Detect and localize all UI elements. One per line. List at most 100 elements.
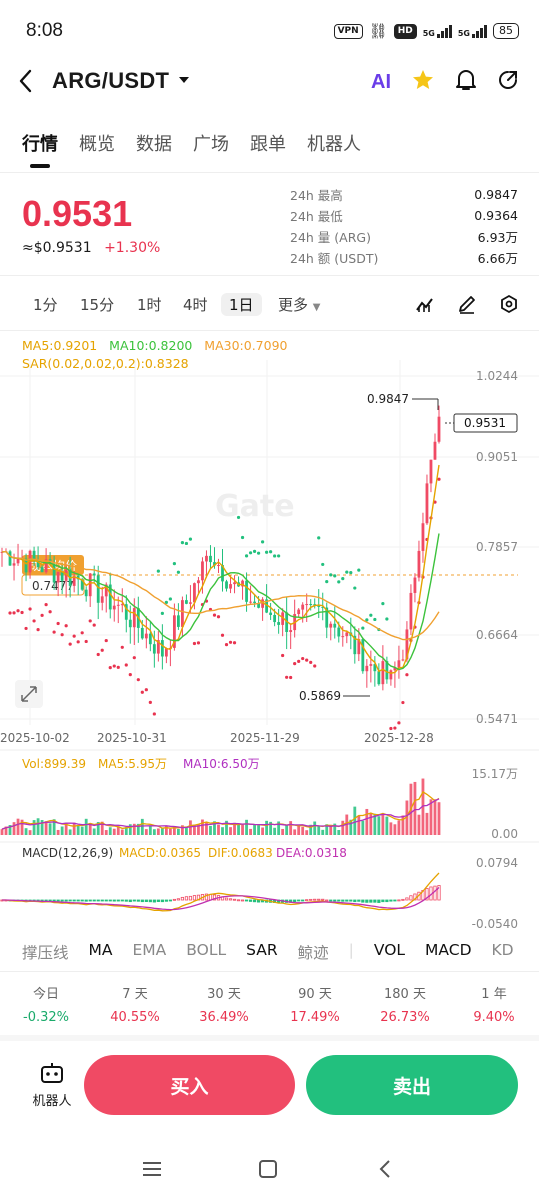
tab-robot[interactable]: 机器人 — [307, 134, 361, 155]
star-icon[interactable] — [411, 68, 435, 96]
candle-body — [297, 609, 301, 615]
volume-bar — [229, 827, 232, 835]
tab-copy-trade[interactable]: 跟单 — [250, 134, 286, 155]
indicator-whale[interactable]: 鲸迹 — [297, 944, 329, 962]
volume-bar — [213, 821, 216, 835]
volume-bar — [68, 829, 72, 835]
candle-body — [277, 622, 281, 625]
volume-bar — [233, 822, 236, 835]
tab-overview[interactable]: 概览 — [79, 134, 115, 155]
vol-legend: Vol:899.39 — [22, 757, 86, 771]
volume-bar — [144, 829, 148, 835]
volume-bar — [104, 830, 108, 835]
caret-down-icon[interactable] — [178, 74, 190, 88]
sell-button[interactable]: 卖出 — [306, 1055, 518, 1115]
sar-dot — [256, 551, 261, 555]
sar-dot — [401, 700, 405, 705]
indicator-ema[interactable]: EMA — [132, 941, 167, 959]
perf-label: 30 天 — [207, 987, 241, 1002]
macd-bar — [148, 899, 152, 903]
stat-label: 24h 最低 — [290, 209, 343, 224]
macd-bar — [192, 895, 197, 901]
candle-body — [76, 575, 80, 580]
sar-dot — [84, 639, 88, 644]
volume-bar — [44, 821, 48, 835]
sar-dot — [297, 659, 301, 663]
sar-dot — [361, 626, 365, 630]
high-label: 0.9847 — [367, 392, 409, 406]
expand-icon[interactable] — [15, 680, 43, 708]
low-annotation: 0.5869 — [299, 689, 370, 703]
volume-bar — [317, 826, 321, 835]
perf-label: 7 天 — [122, 987, 148, 1002]
interval-1h[interactable]: 1时 — [137, 296, 162, 314]
indicator-kd[interactable]: KD — [491, 941, 514, 959]
candle-body — [337, 627, 341, 637]
macd-bar — [349, 899, 353, 902]
interval-1d[interactable]: 1日 — [221, 293, 262, 316]
last-price: 0.9531 — [22, 193, 133, 234]
back-icon[interactable] — [18, 68, 34, 101]
interval-4h[interactable]: 4时 — [183, 296, 208, 314]
tab-data[interactable]: 数据 — [136, 134, 172, 155]
sar-dot — [48, 610, 52, 614]
menu-icon[interactable] — [141, 1158, 163, 1180]
bell-icon[interactable] — [455, 68, 477, 96]
sar-dot — [373, 617, 377, 622]
volume-bar — [189, 820, 192, 835]
tab-market[interactable]: 行情 — [22, 130, 58, 168]
volume-bar — [301, 826, 305, 835]
caret-down-icon: ▼ — [312, 302, 321, 313]
volume-bar — [217, 824, 220, 835]
draw-icon[interactable] — [457, 294, 477, 318]
robot-button[interactable]: 机器人 — [28, 1060, 76, 1109]
sar-dot — [172, 562, 176, 566]
interval-15m[interactable]: 15分 — [80, 296, 115, 314]
macd-bar — [297, 899, 301, 902]
pair-title[interactable]: ARG/USDT — [52, 68, 170, 93]
indicator-sar[interactable]: SAR — [246, 941, 278, 959]
buy-button[interactable]: 买入 — [84, 1055, 295, 1115]
sar-dot — [72, 634, 76, 638]
status-bar: 8:08 VPN ⛓ HD 5G 5G 85 — [0, 0, 539, 62]
volume-bar — [257, 825, 260, 835]
indicator-boll[interactable]: BOLL — [186, 941, 227, 959]
interval-1m[interactable]: 1分 — [33, 296, 58, 314]
ma-lines — [1, 464, 440, 674]
candle-body — [249, 601, 252, 603]
macd-bar — [345, 899, 349, 902]
tab-square[interactable]: 广场 — [193, 134, 229, 155]
indicator-vol[interactable]: VOL — [373, 941, 406, 959]
back-nav-icon[interactable] — [375, 1158, 397, 1180]
sar-dot — [180, 541, 185, 545]
stat-value: 0.9364 — [474, 208, 518, 223]
divider — [0, 971, 539, 972]
settings-icon[interactable] — [499, 294, 519, 318]
candle-body — [120, 604, 124, 606]
indicator-icon[interactable] — [415, 294, 435, 318]
candle-body — [429, 459, 433, 484]
candle-body — [92, 573, 96, 576]
ai-icon[interactable]: AI — [371, 70, 391, 93]
candle-body — [88, 573, 92, 597]
volume-bar — [249, 828, 252, 835]
stat-low: 24h 最低 0.9364 — [290, 205, 518, 226]
volume-bar — [108, 827, 112, 835]
candle-body — [421, 523, 425, 551]
sar-dot — [341, 577, 345, 581]
volume-bar — [205, 822, 208, 835]
interval-more[interactable]: 更多 ▼ — [278, 294, 321, 315]
macd-bar — [96, 899, 100, 902]
date-tick: 2025-10-31 — [97, 731, 167, 745]
indicator-macd[interactable]: MACD — [425, 941, 472, 959]
macd-dea: DEA:0.0318 — [276, 846, 347, 860]
indicator-support[interactable]: 撑压线 — [22, 944, 69, 962]
sar-dot — [248, 551, 253, 555]
kline-chart[interactable]: Gate 成本均价 0.7477 1.0244 0.9051 0.7857 0.… — [0, 330, 539, 935]
home-icon[interactable] — [257, 1158, 279, 1180]
volume-bar — [253, 824, 256, 835]
macd-bar — [381, 899, 385, 903]
candle-body — [317, 605, 321, 607]
indicator-ma[interactable]: MA — [88, 941, 113, 959]
share-icon[interactable] — [497, 69, 519, 95]
